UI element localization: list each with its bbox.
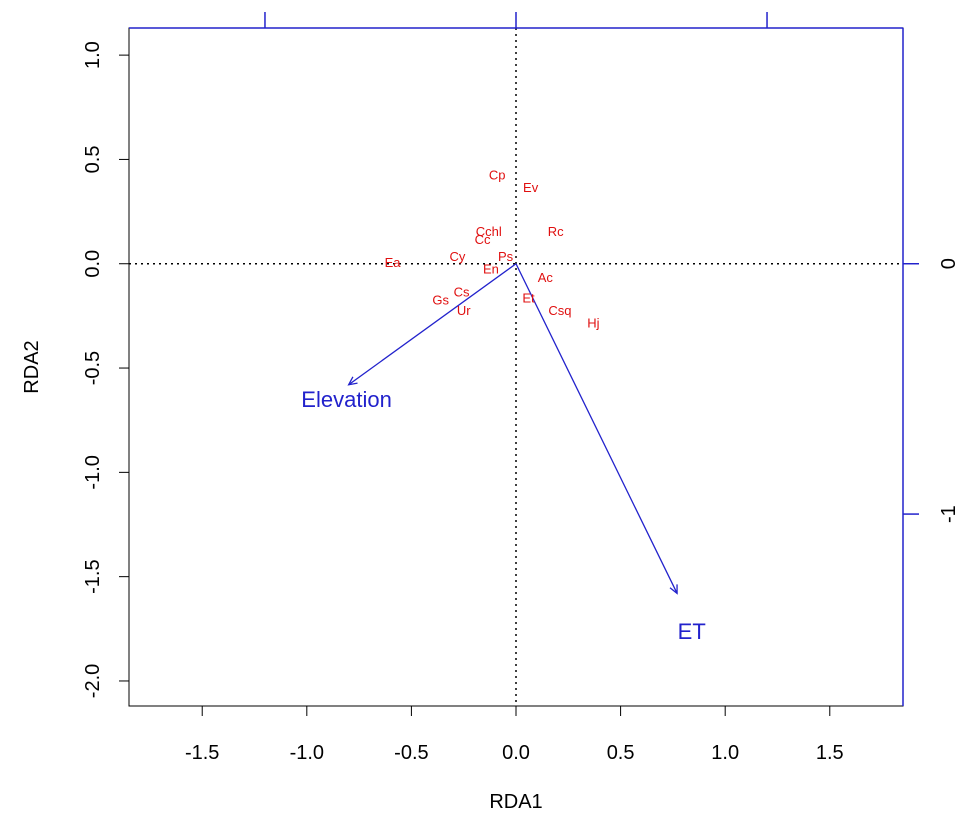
y-tick-label: -1.5 [82, 559, 104, 593]
species-label: Cp [489, 168, 506, 183]
species-label: Gs [432, 293, 449, 308]
vector-label: ET [678, 619, 706, 644]
species-label: Rc [548, 224, 564, 239]
y-tick-label: -2.0 [82, 664, 104, 698]
species-label: Ac [538, 270, 554, 285]
vector-elevation [348, 263, 517, 386]
species-label: Ps [498, 249, 514, 264]
y-tick-label: 1.0 [82, 41, 104, 69]
species-label: En [483, 261, 499, 276]
species-label: Ea [385, 255, 402, 270]
x-axis-label: RDA1 [489, 791, 542, 813]
right-tick-label: -1 [938, 505, 960, 523]
y-tick-label: -1.0 [82, 455, 104, 489]
y-axis-label: RDA2 [21, 340, 43, 393]
x-tick-label: 1.5 [816, 742, 844, 764]
vector-label: Elevation [301, 387, 392, 412]
species-label: Ev [523, 180, 539, 195]
y-tick-label: 0.5 [82, 146, 104, 174]
environment-vectors: Elevation ET [301, 263, 706, 644]
x-tick-label: -1.5 [185, 742, 219, 764]
species-label: Ur [457, 303, 471, 318]
arrowhead-icon [347, 376, 358, 386]
x-axis: -1.5 -1.0 -0.5 0.0 0.5 1.0 1.5 [185, 705, 844, 764]
x-tick-label: -0.5 [394, 742, 428, 764]
top-secondary-axis [129, 12, 903, 29]
species-label: Cy [449, 249, 465, 264]
vector-et [515, 263, 678, 594]
right-tick-label: 0 [938, 258, 960, 269]
x-tick-label: -1.0 [290, 742, 324, 764]
species-label: Cc [475, 232, 491, 247]
species-label: Cchl [476, 224, 502, 239]
species-label: Hj [587, 316, 599, 331]
x-tick-label: 1.0 [711, 742, 739, 764]
y-tick-label: -0.5 [82, 351, 104, 385]
y-axis: -2.0 -1.5 -1.0 -0.5 0.0 0.5 1.0 [82, 41, 130, 698]
x-tick-label: 0.0 [502, 742, 530, 764]
species-label: Csq [548, 303, 571, 318]
arrowhead-icon [669, 584, 678, 595]
x-tick-label: 0.5 [607, 742, 635, 764]
species-label: Cs [454, 284, 470, 299]
right-secondary-axis: 0 -1 [902, 28, 960, 706]
species-label: Et [522, 291, 535, 306]
y-tick-label: 0.0 [82, 250, 104, 278]
